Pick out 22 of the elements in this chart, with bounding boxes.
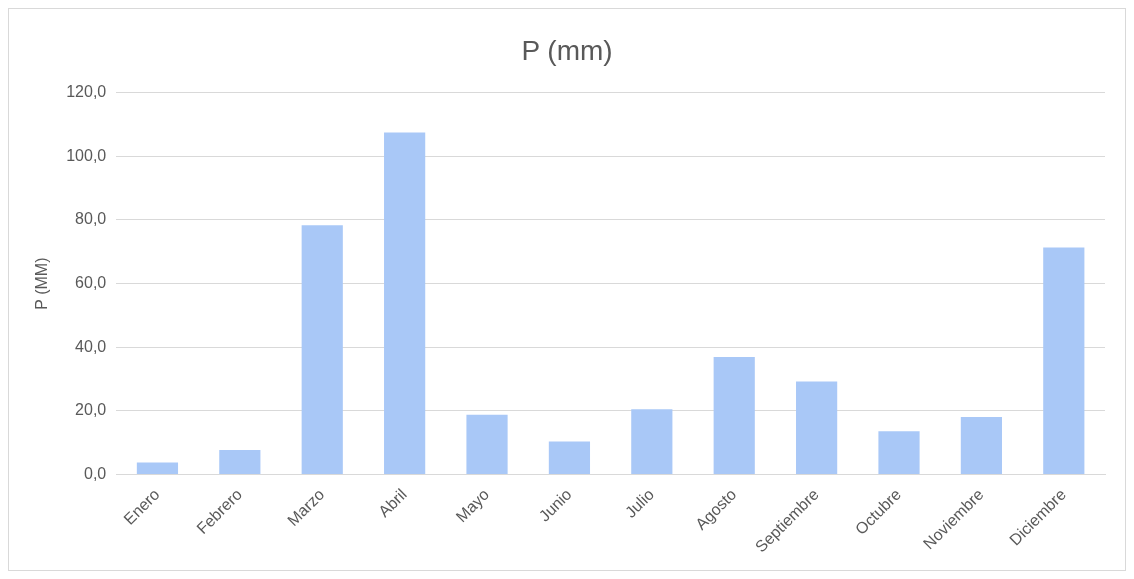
bar bbox=[960, 416, 1002, 475]
bar bbox=[384, 132, 426, 475]
x-tick-label: Julio bbox=[621, 485, 658, 521]
y-axis-title: P (MM) bbox=[33, 257, 51, 310]
chart-title: P (mm) bbox=[521, 34, 613, 66]
y-tick-label: 80,0 bbox=[75, 210, 107, 228]
y-tick-label: 120,0 bbox=[66, 83, 107, 101]
bar bbox=[713, 357, 755, 475]
bar bbox=[796, 381, 838, 475]
y-tick-label: 60,0 bbox=[75, 273, 107, 291]
bar bbox=[219, 450, 261, 475]
bar bbox=[466, 414, 508, 475]
bar bbox=[548, 441, 591, 475]
bar bbox=[301, 225, 343, 475]
bar bbox=[878, 431, 920, 475]
y-tick-label: 40,0 bbox=[75, 337, 107, 355]
bar bbox=[631, 409, 673, 475]
y-tick-label: 100,0 bbox=[66, 146, 107, 164]
bar bbox=[1043, 247, 1085, 475]
y-tick-label: 20,0 bbox=[75, 401, 107, 419]
y-tick-label: 0,0 bbox=[83, 464, 107, 482]
bar bbox=[136, 462, 179, 475]
